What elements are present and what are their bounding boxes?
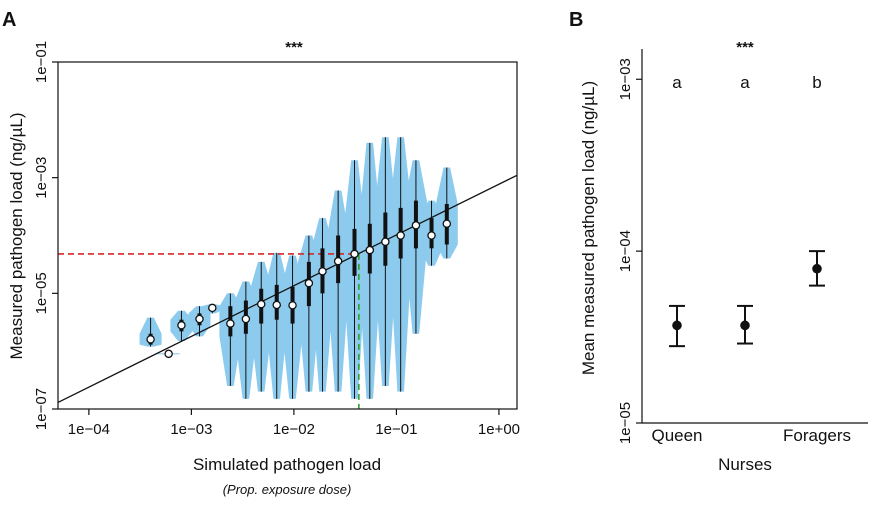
plot-frame-b: [641, 49, 868, 424]
regression-line: [57, 174, 518, 403]
y-tick-label: 1e−07: [33, 388, 50, 430]
y-tick-label: 1e−04: [617, 230, 634, 272]
median-point-6: [241, 314, 251, 324]
y-tick-label: 1e−01: [33, 41, 50, 83]
y-tick-label: 1e−05: [617, 402, 634, 444]
median-point-3: [195, 314, 204, 324]
median-point-11: [318, 267, 327, 276]
y-tick-label: 1e−03: [33, 157, 50, 199]
median-point-9: [288, 301, 297, 310]
median-point-2: [177, 321, 186, 330]
median-point-10: [304, 278, 314, 288]
median-point-7: [256, 299, 266, 309]
x-category-label: Queen: [651, 426, 702, 445]
median-point-8: [272, 300, 281, 310]
panel-letter-a: A: [2, 9, 16, 31]
y-tick-label: 1e−05: [33, 272, 50, 314]
group-letter: b: [812, 73, 821, 92]
significance-label-a: ***: [285, 39, 303, 56]
median-point-14: [365, 245, 375, 255]
x-category-label: Foragers: [783, 426, 851, 445]
x-axis-ticks-a: 1e−04 1e−03 1e−02 1e−01 1e+00: [68, 409, 520, 438]
mean-point-1: [740, 320, 750, 331]
median-point-5: [226, 319, 235, 328]
boxplot-marks: [146, 137, 452, 399]
median-point-16: [396, 231, 405, 240]
panel-a-chart: 1e−04 1e−03 1e−02 1e−01 1e+00 1e−071e−051e−0…: [7, 39, 520, 497]
x-tick-label: 1e−03: [170, 421, 212, 438]
x-tick-label: 1e−01: [375, 421, 417, 438]
median-point-17: [411, 221, 421, 230]
y-axis-label-a: Measured pathogen load (ng/µL): [7, 112, 26, 359]
x-axis-categories-b: Queen Foragers: [651, 426, 851, 445]
panel-letter-b: B: [569, 9, 583, 31]
mean-point-0: [672, 320, 682, 331]
x-axis-label-b: Nurses: [718, 455, 772, 474]
plot-frame-a: [57, 61, 518, 410]
significance-label-b: ***: [736, 39, 754, 56]
y-axis-ticks-b: 1e−05 1e−04 1e−03: [617, 58, 642, 444]
x-axis-sublabel-a: (Prop. exposure dose): [223, 482, 352, 497]
median-point-15: [381, 237, 390, 246]
group-letter: a: [672, 73, 682, 92]
x-axis-label-a: Simulated pathogen load: [193, 455, 381, 474]
median-point-13: [350, 249, 359, 259]
y-axis-label-b: Mean measured pathogen load (ng/µL): [579, 81, 598, 375]
errorbar-marks: [669, 250, 825, 348]
violins: [139, 137, 458, 399]
median-point-1: [164, 349, 173, 359]
median-point-18: [427, 231, 436, 240]
mean-point-2: [812, 263, 822, 274]
group-letter: a: [740, 73, 750, 92]
y-axis-ticks-a: 1e−07 1e−05 1e−03 1e−01: [33, 41, 58, 430]
panel-b-chart: 1e−05 1e−04 1e−03 Queen Foragers a a b *** Nu…: [579, 39, 868, 474]
median-point-4: [208, 303, 217, 313]
x-tick-label: 1e−04: [68, 421, 110, 438]
x-tick-label: 1e−02: [273, 421, 315, 438]
median-point-12: [333, 256, 343, 266]
x-tick-label: 1e+00: [478, 421, 520, 438]
y-tick-label: 1e−03: [617, 58, 634, 100]
median-point-19: [442, 219, 452, 228]
median-point-0: [146, 335, 155, 344]
